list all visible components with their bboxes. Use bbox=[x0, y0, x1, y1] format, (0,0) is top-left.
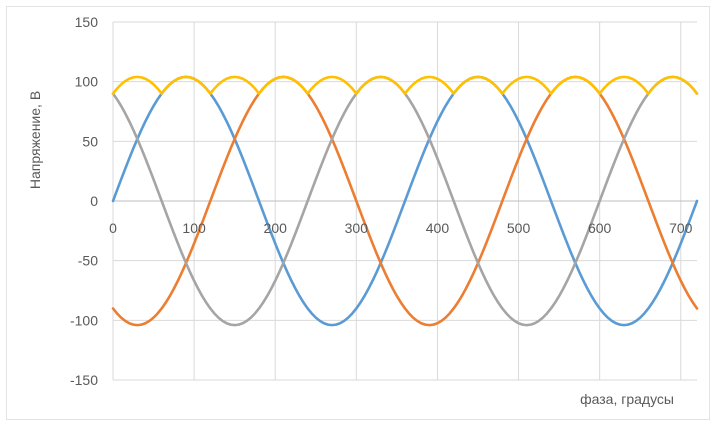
y-tick-label: 100 bbox=[75, 74, 99, 90]
y-tick-label: -100 bbox=[70, 312, 98, 328]
y-axis-title: Напряжение, В bbox=[27, 91, 43, 189]
y-tick-label: 50 bbox=[82, 133, 98, 149]
series-lines bbox=[111, 75, 699, 327]
x-tick-label: 200 bbox=[264, 220, 288, 236]
x-tick-label: 400 bbox=[426, 220, 450, 236]
grid bbox=[112, 21, 697, 381]
x-tick-label: 700 bbox=[669, 220, 693, 236]
chart-frame bbox=[6, 6, 710, 420]
x-axis-title: фаза, градусы bbox=[580, 391, 674, 407]
x-tick-label: 300 bbox=[345, 220, 369, 236]
y-axis-ticks: 150 100 50 0 -50 -100 -150 bbox=[70, 14, 98, 388]
y-tick-label: 0 bbox=[90, 193, 98, 209]
x-tick-label: 100 bbox=[182, 220, 206, 236]
x-tick-label: 0 bbox=[109, 220, 117, 236]
y-tick-label: -150 bbox=[70, 372, 98, 388]
y-tick-label: 150 bbox=[75, 14, 99, 30]
x-tick-label: 500 bbox=[507, 220, 531, 236]
y-tick-label: -50 bbox=[78, 253, 98, 269]
x-tick-label: 600 bbox=[588, 220, 612, 236]
series-line-4 bbox=[111, 75, 699, 95]
x-axis-ticks: 0 100 200 300 400 500 600 700 bbox=[109, 220, 693, 236]
